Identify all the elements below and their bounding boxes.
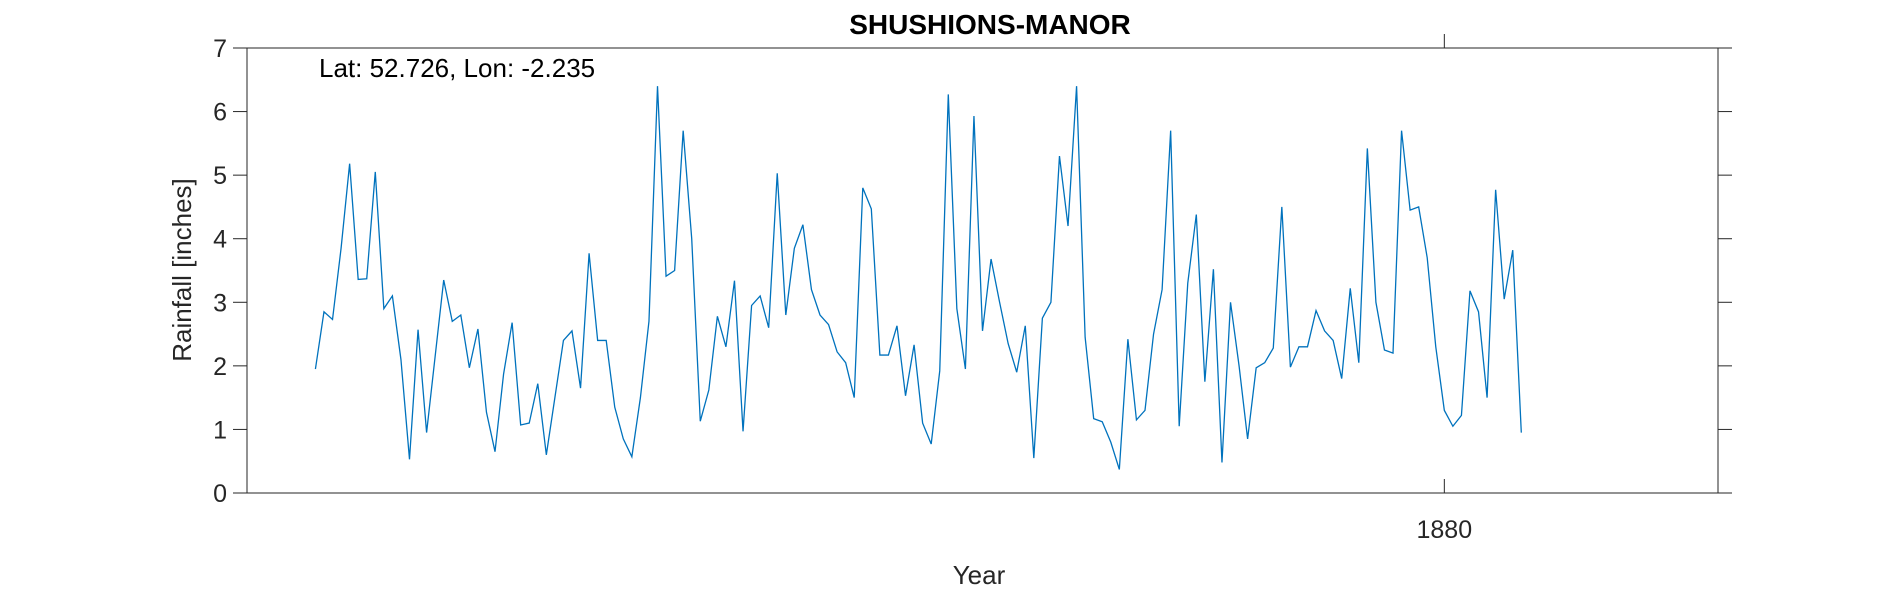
x-axis: 1880 <box>1417 34 1473 544</box>
chart-title: SHUSHIONS-MANOR <box>849 9 1131 40</box>
y-tick-label: 6 <box>213 99 227 127</box>
x-tick-label: 1880 <box>1417 516 1473 544</box>
y-tick-label: 5 <box>213 162 227 190</box>
y-tick-label: 7 <box>213 35 227 63</box>
y-tick-label: 4 <box>213 226 227 254</box>
y-axis: 0 1 2 3 4 5 6 7 <box>213 35 1732 508</box>
y-tick-label: 2 <box>213 353 227 381</box>
rainfall-series-line <box>314 86 1522 470</box>
y-tick-label: 3 <box>213 289 227 317</box>
y-tick-label: 0 <box>213 480 227 508</box>
plot-area <box>246 47 1719 494</box>
y-tick-label: 1 <box>213 416 227 444</box>
x-axis-label: Year <box>953 560 1006 590</box>
location-annotation: Lat: 52.726, Lon: -2.235 <box>319 53 595 83</box>
y-axis-label: Rainfall [inches] <box>167 178 197 362</box>
